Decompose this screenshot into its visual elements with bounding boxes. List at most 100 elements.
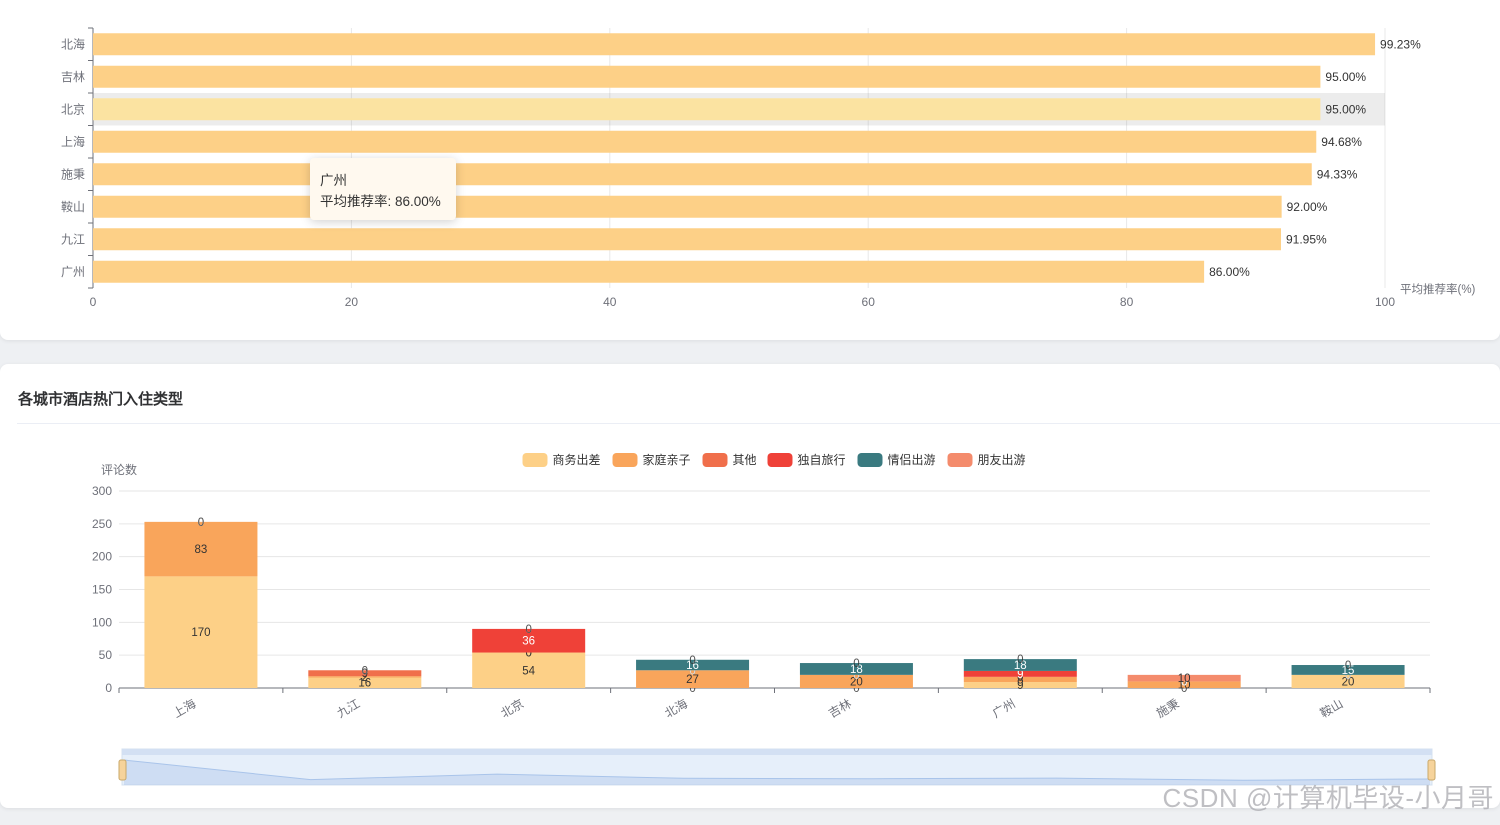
card-title: 各城市酒店热门入住类型	[18, 391, 184, 408]
segment-value-label: 0	[198, 517, 204, 529]
x-axis-title: 平均推荐率(%)	[1400, 282, 1476, 296]
segment-value-label: 10	[1178, 680, 1191, 692]
legend-swatch	[612, 453, 638, 467]
y-tick-label: 广州	[61, 265, 85, 279]
stack-segment	[308, 676, 422, 678]
segment-value-label: 0	[689, 665, 695, 677]
x-tick-label: 北京	[498, 696, 526, 720]
segment-value-label: 0	[689, 683, 695, 695]
y-tick-label: 施秉	[61, 167, 85, 181]
stack-segment	[1127, 674, 1241, 682]
segment-value-label: 0	[198, 517, 204, 529]
y-tick-label: 鞍山	[61, 199, 85, 214]
legend-swatch	[702, 453, 728, 467]
legend-swatch	[522, 453, 548, 467]
datazoom-handle-left[interactable]	[118, 759, 127, 781]
x-tick-label: 100	[1375, 295, 1395, 309]
stay-type-card: 各城市酒店热门入住类型 商务出差 家庭亲子 其他 独自旅行 情侣出游 朋友出游 评论数 0 50…	[0, 364, 1500, 808]
x-tick-label: 广州	[990, 696, 1018, 720]
stack-segment	[144, 576, 258, 688]
segment-value-label: 0	[1181, 676, 1187, 688]
segment-value-label: 10	[1178, 673, 1191, 685]
bar-value-label: 92.00%	[1287, 200, 1328, 214]
recommend-rate-card: 0 20 40 60 80 100 北海 99.23% 吉林 95.00% 北京 95.00% 上海 94…	[0, 0, 1500, 340]
legend-swatch	[857, 453, 883, 467]
segment-value-label: 27	[686, 674, 699, 686]
stack-segment	[636, 659, 750, 671]
segment-value-label: 0	[1181, 676, 1187, 688]
segment-value-label: 18	[1014, 660, 1027, 672]
segment-value-label: 16	[686, 660, 699, 672]
legend-label: 朋友出游	[978, 453, 1026, 467]
bar-value-label: 99.23%	[1380, 37, 1421, 51]
segment-value-label: 0	[1181, 676, 1187, 688]
stack-segment	[144, 521, 258, 577]
stack-segment	[472, 628, 586, 653]
chart-tooltip: 广州 平均推荐率: 86.00%	[310, 158, 456, 220]
x-tick-label: 施秉	[1154, 696, 1182, 720]
x-tick-label: 80	[1120, 295, 1134, 309]
segment-value-label: 0	[689, 655, 695, 667]
y-tick-label: 300	[92, 484, 112, 498]
y-axis-title: 评论数	[101, 462, 137, 477]
bar-value-label: 95.00%	[1325, 102, 1366, 116]
y-tick-label: 150	[92, 583, 112, 597]
stack-segment	[963, 670, 1077, 677]
segment-value-label: 83	[195, 544, 208, 556]
bar	[93, 163, 1312, 186]
datazoom-handle-right[interactable]	[1427, 759, 1436, 781]
segment-value-label: 0	[1017, 672, 1023, 684]
y-tick-label: 吉林	[61, 70, 85, 84]
y-tick-label: 250	[92, 517, 112, 531]
y-tick-label: 北海	[61, 36, 85, 51]
stack-segment	[472, 652, 586, 688]
y-tick-label: 100	[92, 615, 112, 629]
segment-value-label: 9	[362, 668, 368, 680]
stack-segment	[963, 682, 1077, 688]
segment-value-label: 0	[853, 670, 859, 682]
stack-segment	[308, 670, 422, 677]
stack-segment	[1127, 681, 1241, 688]
segment-value-label: 0	[1181, 683, 1187, 695]
x-tick-label: 上海	[170, 696, 198, 721]
x-tick-label: 60	[862, 295, 876, 309]
legend-label: 商务出差	[553, 452, 601, 467]
tooltip-title: 广州	[320, 173, 347, 188]
segment-value-label: 0	[525, 648, 531, 660]
segment-value-label: 36	[522, 636, 535, 648]
bar	[93, 65, 1321, 88]
y-tick-label: 上海	[61, 134, 85, 149]
bar-value-label: 91.95%	[1286, 232, 1327, 246]
x-tick-label: 40	[603, 295, 617, 309]
bar-value-label: 95.00%	[1325, 70, 1366, 84]
segment-value-label: 0	[1017, 654, 1023, 666]
segment-value-label: 20	[1342, 676, 1355, 688]
segment-value-label: 16	[358, 678, 371, 690]
legend-label: 家庭亲子	[643, 452, 691, 467]
segment-value-label: 9	[1017, 669, 1023, 681]
segment-value-label: 0	[1345, 670, 1351, 682]
x-tick-label: 20	[345, 295, 359, 309]
segment-value-label: 0	[853, 670, 859, 682]
y-tick-label: 200	[92, 550, 112, 564]
segment-value-label: 15	[1342, 665, 1355, 677]
y-tick-label: 北京	[61, 102, 85, 116]
x-tick-label: 吉林	[826, 696, 854, 720]
bar	[93, 228, 1281, 251]
segment-value-label: 0	[689, 665, 695, 677]
x-tick-label: 鞍山	[1317, 696, 1345, 721]
x-tick-label: 九江	[335, 696, 363, 720]
datazoom-preview-line	[123, 759, 1431, 781]
segment-value-label: 0	[1345, 670, 1351, 682]
segment-value-label: 54	[522, 665, 535, 677]
tooltip-value: 平均推荐率: 86.00%	[320, 194, 441, 209]
segment-value-label: 18	[850, 664, 863, 676]
legend-swatch	[767, 453, 793, 467]
bar-value-label: 94.68%	[1321, 135, 1362, 149]
stack-segment	[963, 676, 1077, 683]
y-tick-label: 九江	[61, 232, 85, 246]
datazoom-range-bar	[122, 749, 1432, 755]
segment-value-label: 0	[525, 624, 531, 636]
bar-value-label: 94.33%	[1317, 167, 1358, 181]
y-tick-label: 0	[105, 681, 112, 695]
